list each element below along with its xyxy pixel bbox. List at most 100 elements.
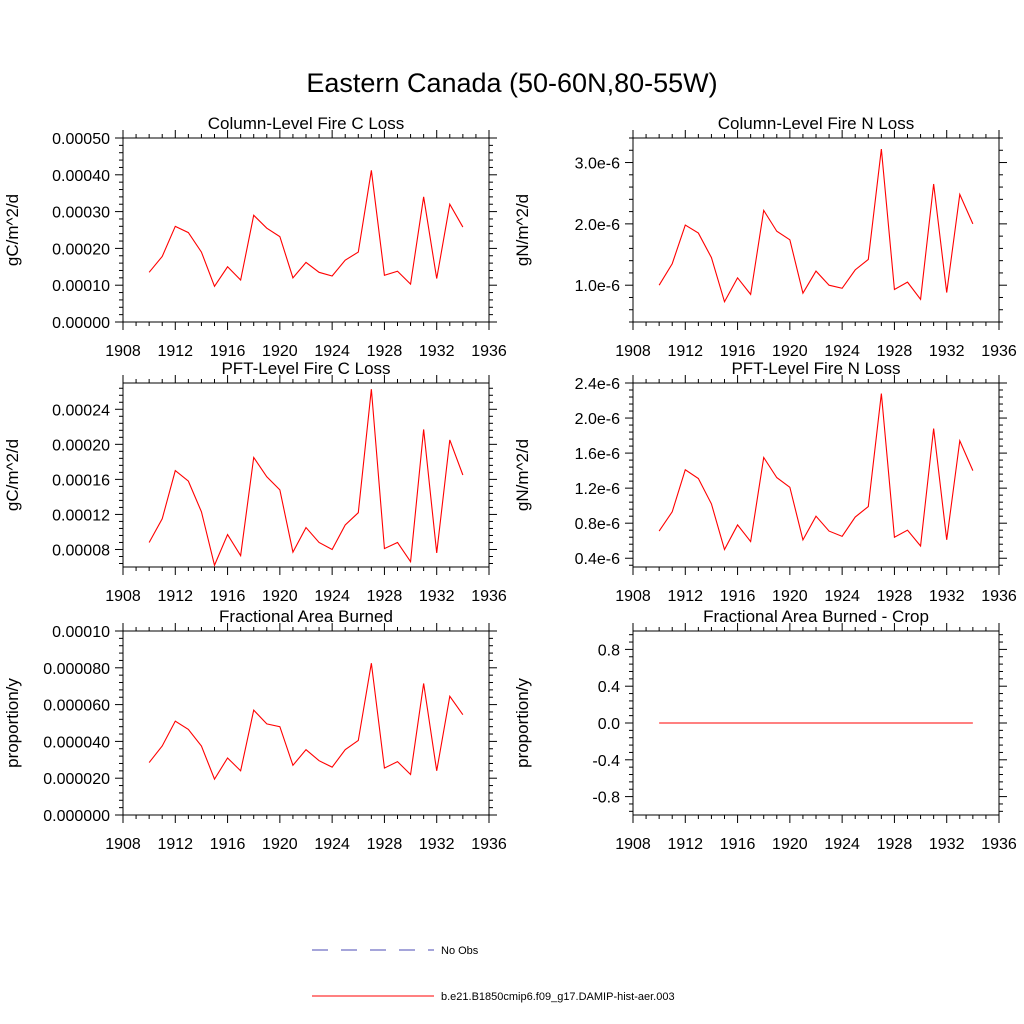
y-tick-label: 0.4 xyxy=(598,679,620,696)
x-tick-label: 1936 xyxy=(981,343,1017,360)
x-tick-label: 1912 xyxy=(157,588,193,605)
y-axis-label: gN/m^2/d xyxy=(513,194,532,266)
series-line-1 xyxy=(658,393,974,551)
y-tick-label: 2.0e-6 xyxy=(575,217,620,234)
panel-title: Column-Level Fire N Loss xyxy=(718,114,915,133)
y-tick-label: 0.00050 xyxy=(52,131,110,148)
x-tick-label: 1924 xyxy=(824,588,860,605)
y-tick-label: 0.000060 xyxy=(43,698,110,715)
x-tick-label: 1936 xyxy=(471,343,507,360)
y-tick-label: -0.4 xyxy=(592,753,620,770)
y-tick-label: 0.00020 xyxy=(52,437,110,454)
x-tick-label: 1908 xyxy=(615,343,651,360)
y-tick-label: -0.8 xyxy=(592,790,620,807)
y-tick-label: 0.00016 xyxy=(52,472,110,489)
panels: Column-Level Fire C Loss gC/m^2/d 1908 1912… xyxy=(3,114,1017,853)
y-axis-label: proportion/y xyxy=(3,678,22,768)
x-tick-label: 1924 xyxy=(824,836,860,853)
x-tick-label: 1908 xyxy=(105,588,141,605)
panel-title: Fractional Area Burned - Crop xyxy=(703,607,929,626)
x-tick-label: 1912 xyxy=(157,836,193,853)
y-axis-label: proportion/y xyxy=(513,678,532,768)
y-tick-label: 0.000020 xyxy=(43,771,110,788)
x-tick-label: 1924 xyxy=(824,343,860,360)
x-tick-label: 1916 xyxy=(720,836,756,853)
y-tick-label: 0.000040 xyxy=(43,734,110,751)
series-line-1 xyxy=(148,663,464,781)
x-tick-label: 1908 xyxy=(615,836,651,853)
series-line-1 xyxy=(148,170,464,288)
x-tick-label: 1920 xyxy=(772,343,808,360)
plot-frame xyxy=(122,382,490,568)
x-tick-label: 1924 xyxy=(314,836,350,853)
x-tick-label: 1924 xyxy=(314,343,350,360)
y-axis-label: gN/m^2/d xyxy=(513,439,532,511)
chart-panel-5: Fractional Area Burned proportion/y 1908 19… xyxy=(3,607,507,853)
x-tick-label: 1932 xyxy=(419,343,455,360)
x-tick-label: 1932 xyxy=(929,343,965,360)
plot-frame xyxy=(632,137,1000,323)
panel-title: PFT-Level Fire C Loss xyxy=(221,359,390,378)
x-tick-label: 1936 xyxy=(471,836,507,853)
y-tick-label: 0.00024 xyxy=(52,402,110,419)
x-tick-label: 1908 xyxy=(615,588,651,605)
x-tick-label: 1912 xyxy=(157,343,193,360)
legend-label-model: b.e21.B1850cmip6.f09_g17.DAMIP-hist-aer.… xyxy=(441,991,675,1003)
x-tick-label: 1920 xyxy=(772,588,808,605)
y-tick-label: 1.2e-6 xyxy=(575,481,620,498)
x-tick-label: 1928 xyxy=(877,588,913,605)
legend-label-no-obs: No Obs xyxy=(441,945,479,957)
x-tick-label: 1912 xyxy=(667,343,703,360)
y-axis-label: gC/m^2/d xyxy=(3,439,22,511)
x-tick-label: 1916 xyxy=(210,588,246,605)
x-tick-label: 1928 xyxy=(877,343,913,360)
x-tick-label: 1920 xyxy=(772,836,808,853)
panel-title: Fractional Area Burned xyxy=(219,607,393,626)
y-tick-label: 3.0e-6 xyxy=(575,156,620,173)
y-tick-label: 0.00030 xyxy=(52,205,110,222)
y-tick-label: 2.4e-6 xyxy=(575,376,620,393)
x-tick-label: 1908 xyxy=(105,343,141,360)
chart-panel-4: PFT-Level Fire N Loss gN/m^2/d 1908 1912 191… xyxy=(513,359,1017,605)
x-tick-label: 1916 xyxy=(720,343,756,360)
x-tick-label: 1928 xyxy=(367,588,403,605)
y-tick-label: 0.00008 xyxy=(52,542,110,559)
x-tick-label: 1932 xyxy=(419,588,455,605)
y-tick-label: 0.00010 xyxy=(52,278,110,295)
chart-panel-2: Column-Level Fire N Loss gN/m^2/d 1908 1912… xyxy=(513,114,1017,360)
y-tick-label: 0.000000 xyxy=(43,808,110,825)
panel-title: PFT-Level Fire N Loss xyxy=(731,359,900,378)
x-tick-label: 1912 xyxy=(667,588,703,605)
y-axis-label: gC/m^2/d xyxy=(3,194,22,266)
y-tick-label: 0.00010 xyxy=(52,624,110,641)
legend: No Obs b.e21.B1850cmip6.f09_g17.DAMIP-hi… xyxy=(312,945,675,1003)
panel-title: Column-Level Fire C Loss xyxy=(208,114,405,133)
plot-frame xyxy=(122,137,490,323)
y-tick-label: 0.8 xyxy=(598,642,620,659)
series-line-1 xyxy=(148,389,464,567)
x-tick-label: 1916 xyxy=(720,588,756,605)
x-tick-label: 1932 xyxy=(419,836,455,853)
x-tick-label: 1928 xyxy=(877,836,913,853)
x-tick-label: 1920 xyxy=(262,836,298,853)
x-tick-label: 1936 xyxy=(981,836,1017,853)
y-tick-label: 0.00040 xyxy=(52,168,110,185)
y-tick-label: 0.000080 xyxy=(43,661,110,678)
x-tick-label: 1928 xyxy=(367,836,403,853)
y-tick-label: 0.00020 xyxy=(52,241,110,258)
x-tick-label: 1924 xyxy=(314,588,350,605)
y-tick-label: 2.0e-6 xyxy=(575,411,620,428)
y-tick-label: 0.4e-6 xyxy=(575,551,620,568)
chart-panel-1: Column-Level Fire C Loss gC/m^2/d 1908 1912… xyxy=(3,114,507,360)
chart-panel-3: PFT-Level Fire C Loss gC/m^2/d 1908 1912 191… xyxy=(3,359,507,605)
y-tick-label: 1.6e-6 xyxy=(575,446,620,463)
x-tick-label: 1920 xyxy=(262,588,298,605)
x-tick-label: 1912 xyxy=(667,836,703,853)
x-tick-label: 1928 xyxy=(367,343,403,360)
x-tick-label: 1916 xyxy=(210,343,246,360)
x-tick-label: 1932 xyxy=(929,836,965,853)
x-tick-label: 1936 xyxy=(981,588,1017,605)
chart-panel-6: Fractional Area Burned - Crop proportion/… xyxy=(513,607,1017,853)
series-line-1 xyxy=(658,148,974,304)
